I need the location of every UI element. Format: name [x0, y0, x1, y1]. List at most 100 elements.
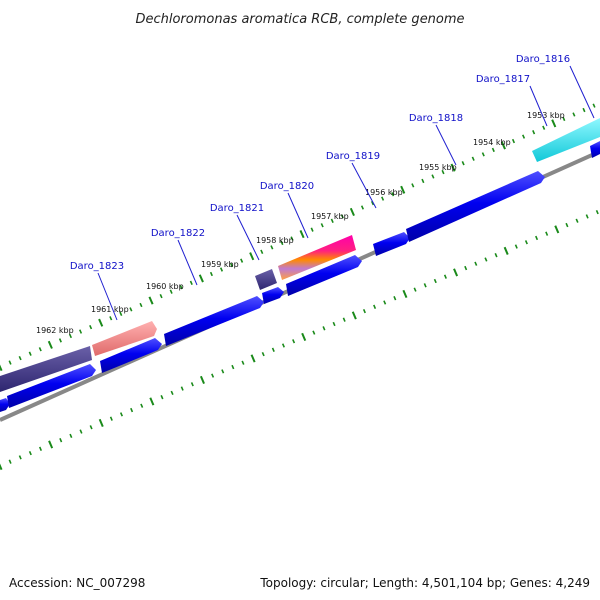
- tick-mark: [514, 244, 518, 249]
- gene-arrow[interactable]: [373, 232, 410, 256]
- tick-mark: [180, 386, 184, 391]
- tick-mark: [240, 258, 244, 263]
- tick-mark: [592, 103, 596, 108]
- tick-mark: [48, 440, 54, 449]
- tick-mark: [79, 329, 83, 334]
- tick-mark: [8, 360, 12, 365]
- kbp-label: 1962 kbp: [36, 326, 74, 335]
- tick-mark: [109, 416, 113, 421]
- tick-mark: [423, 283, 427, 288]
- tick-mark: [290, 236, 294, 241]
- salmon-feature[interactable]: [92, 321, 157, 356]
- gene-label[interactable]: Daro_1823: [70, 261, 124, 272]
- kbp-label: 1961 kbp: [91, 305, 129, 314]
- tick-mark: [464, 265, 468, 271]
- tick-mark: [98, 418, 104, 428]
- tick-mark: [431, 174, 435, 179]
- tick-mark: [0, 364, 3, 372]
- tick-mark: [139, 302, 143, 308]
- tick-mark: [299, 230, 305, 239]
- tick-mark: [443, 274, 447, 279]
- tick-mark: [373, 304, 377, 309]
- kbp-label: 1954 kbp: [473, 138, 511, 147]
- tick-mark: [159, 293, 163, 299]
- tick-mark: [47, 340, 53, 349]
- tick-mark: [69, 433, 73, 439]
- tick-mark: [230, 262, 234, 268]
- tick-mark: [330, 218, 334, 223]
- tick-mark: [565, 222, 569, 228]
- tick-mark: [453, 268, 459, 277]
- gene-arrow[interactable]: [262, 287, 284, 304]
- tick-mark: [292, 339, 296, 344]
- tick-mark: [360, 205, 365, 210]
- gene-arrow[interactable]: [0, 398, 10, 412]
- navy-feature[interactable]: [0, 346, 92, 392]
- tick-mark: [461, 161, 465, 166]
- gene-arrow[interactable]: [406, 171, 545, 242]
- accession-text: Accession: NC_007298: [9, 576, 146, 590]
- gene-label[interactable]: Daro_1819: [326, 151, 380, 162]
- tick-mark: [320, 223, 324, 228]
- tick-mark: [342, 317, 346, 322]
- gene-label[interactable]: Daro_1820: [260, 181, 314, 192]
- tick-mark: [511, 138, 516, 144]
- tick-mark: [270, 245, 274, 250]
- tick-mark: [189, 280, 193, 285]
- tick-mark: [349, 207, 355, 217]
- gene-arrow[interactable]: [164, 296, 264, 346]
- gene-label[interactable]: Daro_1817: [476, 74, 530, 85]
- kbp-label: 1956 kbp: [365, 188, 403, 197]
- tick-mark: [393, 296, 397, 301]
- tick-mark: [503, 246, 509, 255]
- navy-feature-small[interactable]: [255, 269, 277, 290]
- kbp-labels: 1953 kbp 1954 kbp 1955 kbp 1956 kbp 1957…: [36, 111, 565, 335]
- tick-mark: [535, 235, 539, 241]
- gene-label[interactable]: Daro_1821: [210, 203, 264, 214]
- tick-mark: [332, 321, 336, 327]
- tick-mark: [0, 463, 3, 471]
- tick-mark: [179, 285, 183, 290]
- tick-mark: [231, 364, 235, 370]
- gene-arrow[interactable]: [590, 141, 600, 158]
- tick-mark: [312, 330, 316, 335]
- tick-mark: [8, 459, 12, 464]
- tick-mark: [211, 373, 215, 378]
- tick-mark: [221, 369, 225, 374]
- gene-label[interactable]: Daro_1816: [516, 54, 570, 65]
- kbp-label: 1960 kbp: [146, 282, 184, 291]
- multi-feature[interactable]: [278, 235, 356, 280]
- tick-mark: [500, 141, 506, 150]
- tick-mark: [190, 382, 194, 387]
- tick-mark: [250, 354, 256, 363]
- gene-label[interactable]: Daro_1818: [409, 113, 463, 124]
- tick-mark: [381, 196, 385, 201]
- tick-mark: [130, 407, 134, 413]
- tick-mark: [391, 192, 395, 197]
- gene-arrow[interactable]: [7, 364, 96, 408]
- tick-mark: [413, 287, 417, 292]
- kbp-label: 1957 kbp: [311, 212, 349, 221]
- tick-mark: [98, 318, 104, 327]
- tick-mark: [400, 185, 406, 194]
- tick-mark: [199, 375, 205, 385]
- tick-mark: [198, 274, 204, 283]
- tick-mark: [241, 360, 245, 365]
- tick-mark: [491, 147, 495, 153]
- tick-mark: [450, 163, 456, 172]
- tick-mark: [572, 112, 576, 117]
- tick-mark: [481, 152, 485, 157]
- gene-arrow[interactable]: [286, 255, 362, 296]
- tick-mark: [38, 446, 43, 451]
- tick-mark: [58, 338, 62, 343]
- tick-mark: [209, 271, 213, 277]
- gene-arrow[interactable]: [100, 338, 162, 373]
- tick-mark: [140, 403, 144, 408]
- tick-mark: [474, 261, 478, 266]
- tick-mark: [542, 125, 546, 130]
- cyan-feature[interactable]: [532, 118, 600, 162]
- gene-label[interactable]: Daro_1822: [151, 228, 205, 239]
- tick-mark: [370, 200, 375, 206]
- tick-mark: [554, 225, 560, 234]
- other-features: [0, 118, 600, 392]
